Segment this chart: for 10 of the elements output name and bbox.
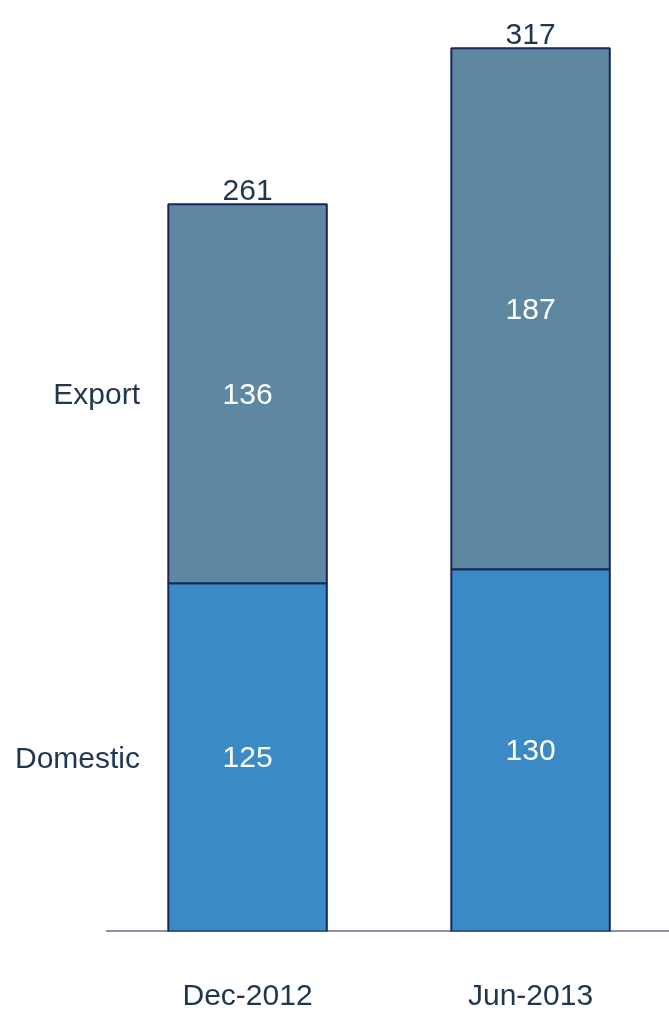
data-label: 125 [222, 740, 273, 774]
data-label: 136 [222, 376, 273, 410]
series-label: Domestic [14, 740, 141, 774]
total-label: 261 [222, 173, 273, 207]
data-label: 187 [505, 291, 556, 325]
x-tick-label: Jun-2013 [468, 977, 594, 1011]
series-label: Export [53, 377, 141, 411]
x-tick-label: Dec-2012 [182, 977, 313, 1011]
total-label: 317 [505, 17, 556, 51]
data-label: 130 [505, 733, 556, 767]
